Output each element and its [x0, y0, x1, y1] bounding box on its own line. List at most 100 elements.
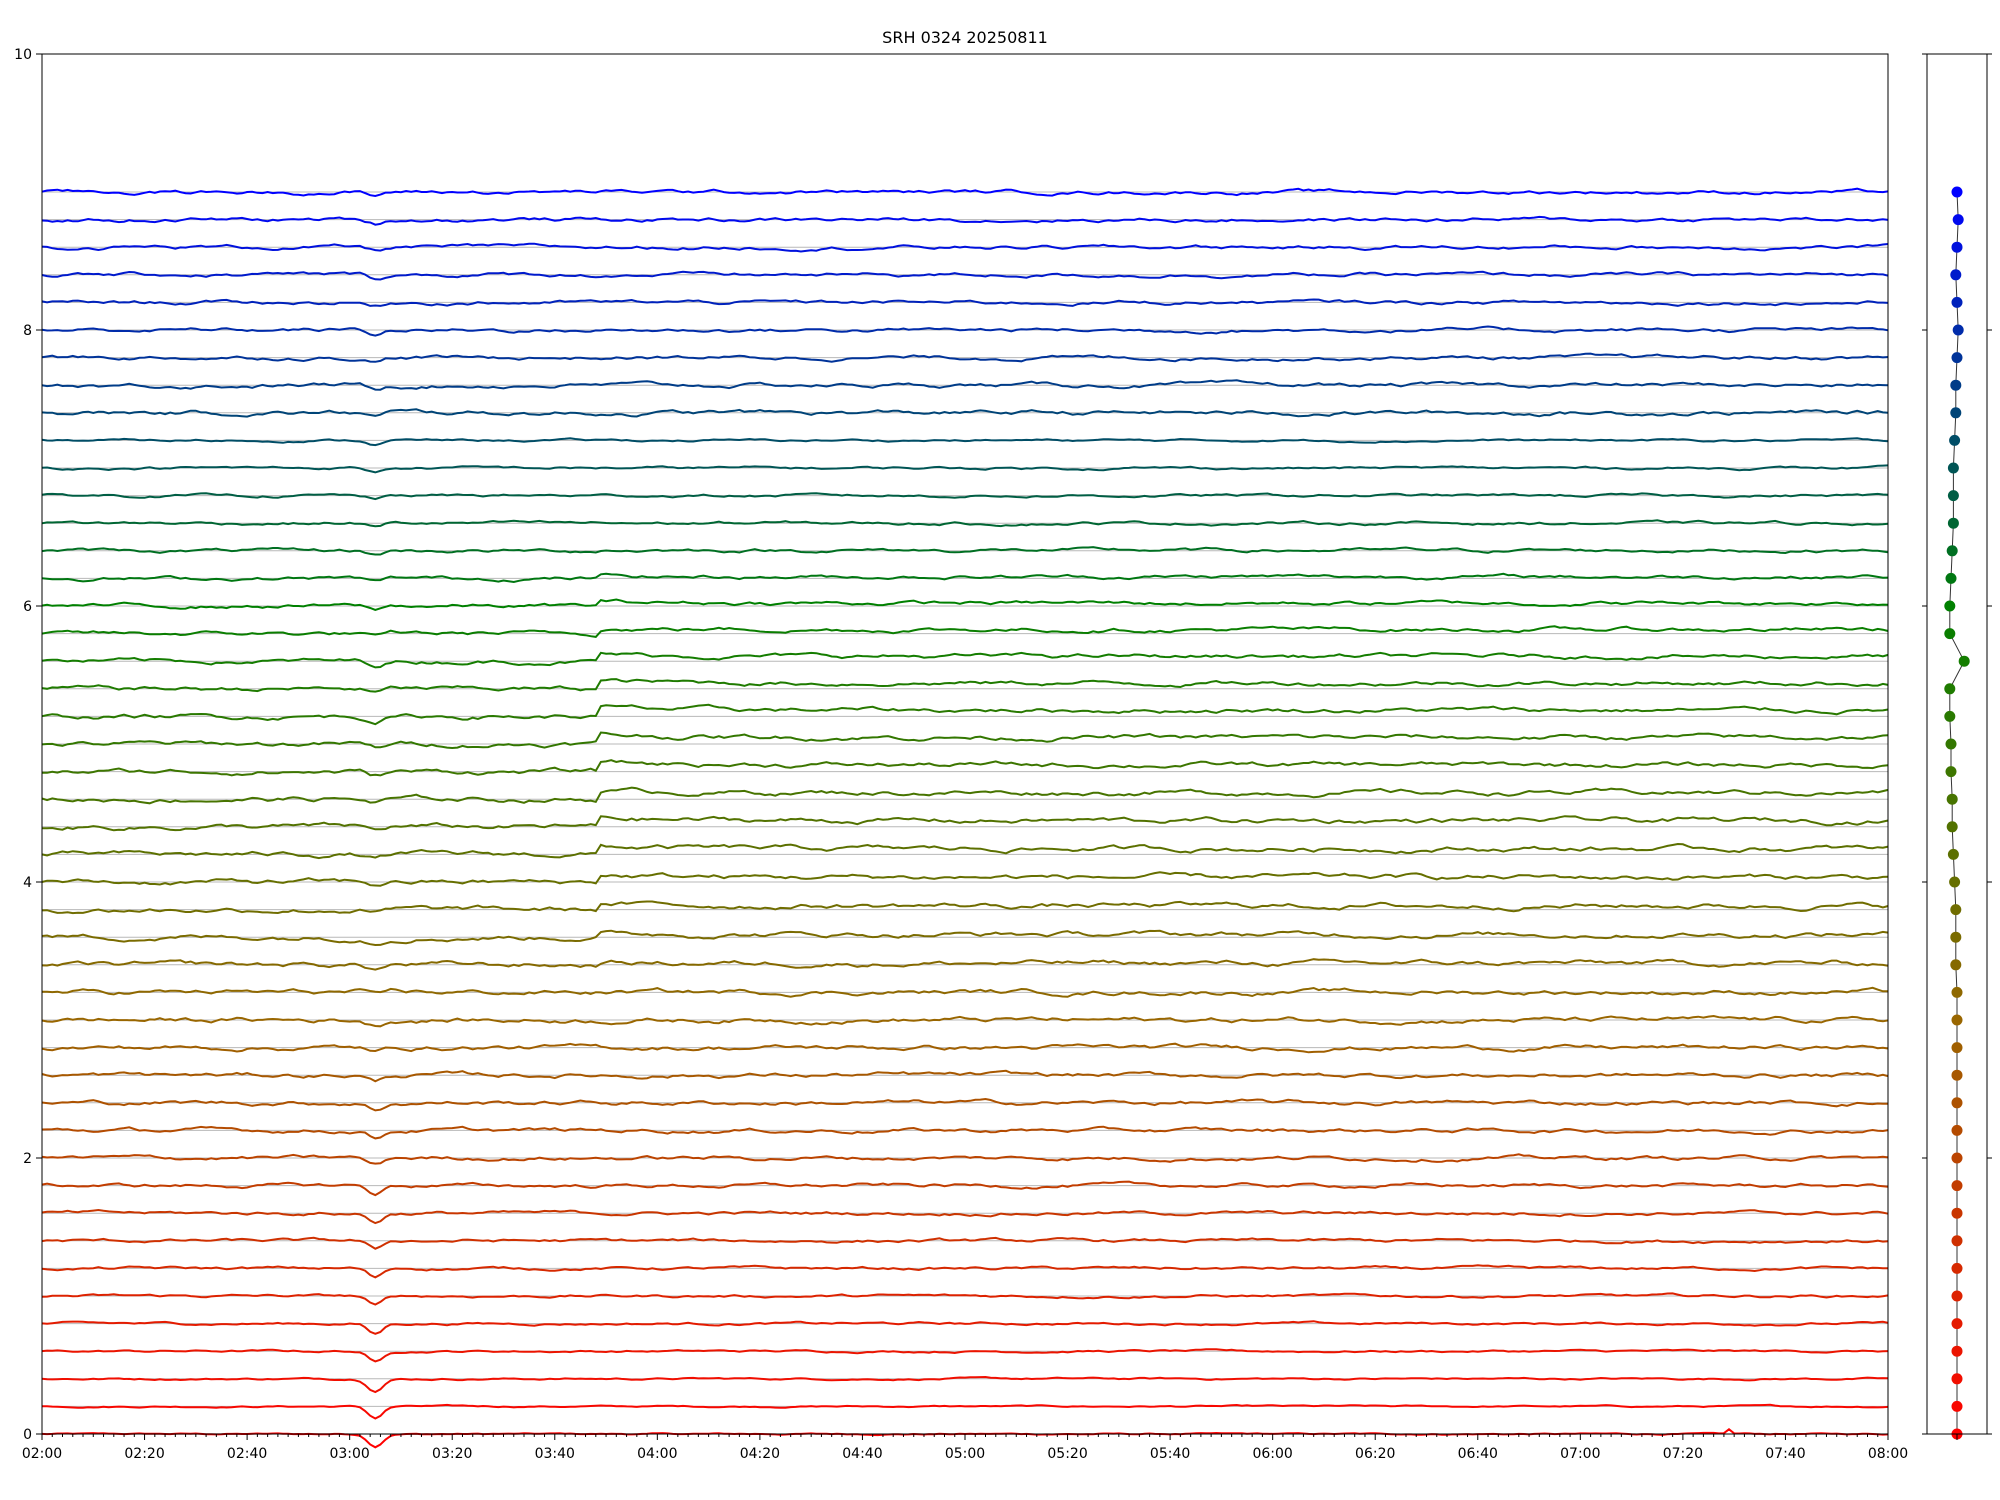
series-line-41: [41, 298, 1889, 307]
side-point-42: [1950, 269, 1962, 281]
side-point-31: [1945, 572, 1957, 584]
side-point-43: [1951, 241, 1963, 253]
side-point-29: [1944, 628, 1956, 640]
series-line-22: [42, 815, 1889, 832]
side-panel-line: [1949, 191, 1965, 1434]
x-tick-label: 07:40: [1765, 1446, 1805, 1462]
y-tick-label: 6: [23, 599, 32, 615]
side-point-32: [1946, 545, 1958, 557]
main-series-group: [41, 187, 1889, 1449]
side-point-23: [1946, 793, 1958, 805]
series-line-14: [41, 1042, 1889, 1054]
side-point-13: [1951, 1069, 1963, 1081]
main-y-axis: 0 2 4 6 8 10: [14, 47, 42, 1443]
side-point-10: [1951, 1152, 1963, 1164]
side-point-44: [1952, 214, 1964, 226]
side-point-4: [1951, 1318, 1963, 1330]
series-line-23: [41, 786, 1889, 805]
series-line-6: [41, 1264, 1888, 1279]
series-line-40: [41, 325, 1889, 337]
side-point-39: [1951, 352, 1963, 364]
side-point-45: [1951, 186, 1963, 198]
side-point-37: [1950, 407, 1962, 419]
main-x-axis: 02:00 02:20 02:40 03:00 03:20 03:40 04:00 04:20…: [22, 1434, 1908, 1462]
x-tick-label: 06:40: [1458, 1446, 1498, 1462]
series-line-20: [41, 871, 1889, 887]
series-line-7: [41, 1236, 1889, 1250]
x-tick-label: 05:40: [1150, 1446, 1190, 1462]
side-point-24: [1945, 766, 1957, 778]
x-tick-label: 04:00: [637, 1446, 677, 1462]
x-tick-label: 05:20: [1047, 1446, 1087, 1462]
side-point-2: [1951, 1373, 1963, 1385]
side-point-17: [1950, 959, 1962, 971]
x-tick-label: 02:20: [124, 1446, 164, 1462]
side-y-axis: [1922, 53, 1992, 1440]
x-tick-label: 06:00: [1252, 1446, 1292, 1462]
side-point-11: [1951, 1124, 1963, 1136]
side-point-8: [1951, 1207, 1963, 1219]
x-tick-label: 03:20: [432, 1446, 472, 1462]
side-point-25: [1945, 738, 1957, 750]
series-line-10: [41, 1153, 1889, 1165]
x-tick-label: 04:40: [842, 1446, 882, 1462]
side-point-34: [1947, 490, 1959, 502]
y-tick-label: 10: [14, 47, 32, 63]
series-line-43: [41, 242, 1889, 253]
y-tick-label: 4: [23, 875, 32, 891]
side-point-30: [1944, 600, 1956, 612]
series-line-5: [41, 1292, 1889, 1306]
series-line-11: [41, 1125, 1889, 1140]
series-line-34: [41, 492, 1889, 501]
side-point-22: [1946, 821, 1958, 833]
series-line-28: [41, 651, 1889, 669]
series-line-33: [41, 519, 1889, 528]
series-line-27: [41, 678, 1889, 693]
side-point-12: [1951, 1097, 1963, 1109]
series-line-8: [41, 1208, 1889, 1225]
series-line-25: [41, 731, 1889, 750]
side-point-7: [1951, 1235, 1963, 1247]
x-tick-label: 02:00: [22, 1446, 62, 1462]
series-line-32: [41, 546, 1889, 556]
series-line-12: [41, 1097, 1888, 1112]
side-point-18: [1950, 931, 1962, 943]
side-point-5: [1951, 1290, 1963, 1302]
x-tick-label: 03:40: [535, 1446, 575, 1462]
side-connector-line: [1949, 191, 1965, 1434]
x-tick-label: 07:20: [1663, 1446, 1703, 1462]
series-line-38: [41, 379, 1889, 391]
x-tick-label: 04:20: [740, 1446, 780, 1462]
series-line-15: [41, 1014, 1889, 1028]
series-line-4: [41, 1320, 1889, 1335]
side-point-19: [1950, 904, 1962, 916]
side-point-36: [1949, 434, 1961, 446]
series-line-1: [41, 1403, 1889, 1420]
side-point-16: [1951, 986, 1963, 998]
series-line-35: [41, 464, 1889, 474]
side-point-9: [1951, 1180, 1963, 1192]
main-baseline-grid: [42, 191, 1888, 1435]
side-point-27: [1944, 683, 1956, 695]
x-tick-label: 07:00: [1560, 1446, 1600, 1462]
series-line-31: [41, 572, 1889, 584]
series-line-36: [41, 437, 1889, 447]
side-point-14: [1951, 1042, 1963, 1054]
series-line-37: [41, 408, 1889, 418]
y-tick-label: 8: [23, 323, 32, 339]
series-line-44: [41, 215, 1889, 226]
side-point-26: [1944, 710, 1956, 722]
side-point-1: [1951, 1400, 1963, 1412]
series-line-13: [41, 1069, 1889, 1083]
side-point-33: [1947, 517, 1959, 529]
x-tick-label: 06:20: [1355, 1446, 1395, 1462]
side-point-21: [1947, 848, 1959, 860]
y-tick-label: 2: [23, 1151, 32, 1167]
series-line-24: [42, 759, 1889, 777]
side-point-40: [1952, 324, 1964, 336]
series-line-16: [41, 986, 1888, 998]
x-tick-label: 08:00: [1868, 1446, 1908, 1462]
series-line-39: [41, 352, 1889, 363]
